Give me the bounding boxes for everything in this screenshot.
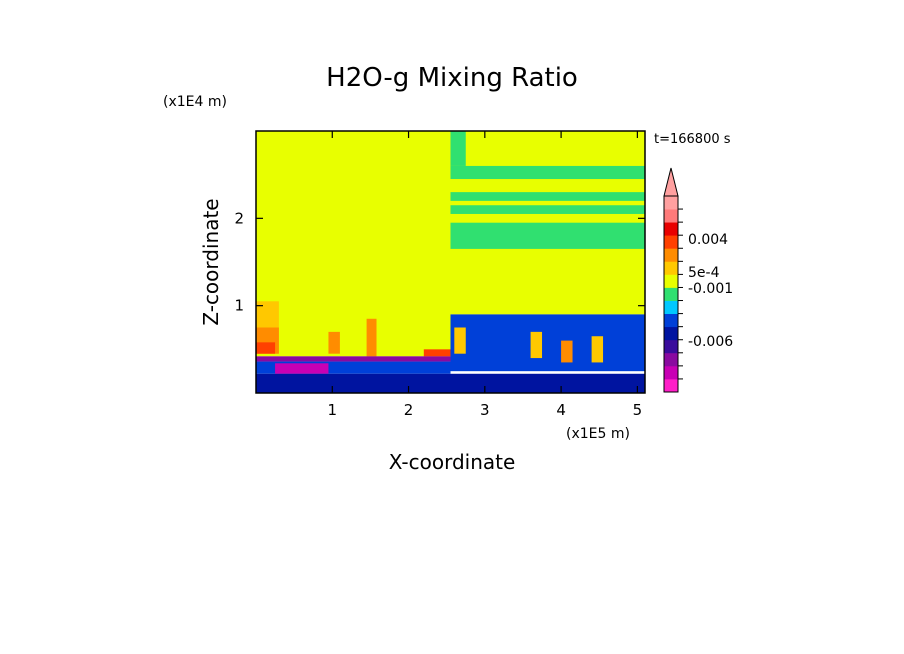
x-tick-label: 1 — [328, 401, 338, 419]
y-axis-label: Z-coordinate — [199, 198, 223, 325]
contour-region — [328, 331, 340, 354]
x-tick-label: 3 — [480, 401, 490, 419]
colorbar-extend-arrow — [663, 167, 679, 197]
colorbar-segment — [664, 352, 678, 367]
colorbar-segment — [664, 209, 678, 223]
contour-region — [450, 314, 645, 372]
contour-region — [450, 131, 466, 166]
colorbar-segment — [664, 274, 678, 288]
colorbar-segment — [664, 326, 678, 341]
colorbar-segment — [664, 313, 678, 328]
time-label: t=166800 s — [654, 132, 731, 147]
x-axis-label: X-coordinate — [389, 450, 516, 474]
contour-region — [450, 165, 645, 180]
colorbar-label: -0.001 — [688, 281, 733, 297]
y-tick-label: 1 — [234, 297, 244, 315]
contour-region — [450, 192, 645, 201]
colorbar-segment — [664, 261, 678, 275]
contour-region — [450, 205, 645, 214]
colorbar-segment — [664, 196, 678, 210]
colorbar-segment — [664, 365, 678, 380]
colorbar-frame — [663, 195, 679, 393]
contour-region — [366, 318, 377, 357]
x-tick-label: 4 — [556, 401, 566, 419]
y-axis-ticks: 12 — [234, 209, 645, 315]
contour-region — [423, 349, 451, 357]
colorbar-label: 5e-4 — [688, 265, 720, 281]
contour-region — [450, 222, 645, 249]
contour-region — [561, 340, 573, 363]
colorbar — [663, 167, 683, 393]
contour-region — [256, 342, 276, 354]
contour-region — [530, 331, 543, 359]
x-tick-label: 5 — [633, 401, 643, 419]
colorbar-label: -0.006 — [688, 334, 733, 350]
contour-region — [454, 327, 466, 354]
colorbar-segment — [664, 222, 678, 236]
colorbar-label: 0.004 — [688, 232, 728, 248]
chart-title: H2O-g Mixing Ratio — [326, 63, 578, 93]
contour-region — [256, 131, 451, 357]
colorbar-segment — [664, 248, 678, 262]
colorbar-segment — [664, 378, 678, 393]
contour-field — [256, 131, 645, 393]
colorbar-segment — [664, 287, 678, 301]
x-unit-label: (x1E5 m) — [566, 426, 630, 442]
x-axis-ticks: 1 2 3 4 5 — [328, 131, 643, 419]
contour-region — [275, 363, 329, 374]
contour-region — [256, 356, 451, 362]
contour-region — [591, 336, 604, 363]
colorbar-segment — [664, 339, 678, 354]
plot-frame — [255, 130, 646, 394]
x-tick-label: 2 — [404, 401, 414, 419]
contour-region — [256, 373, 645, 393]
colorbar-segment — [664, 235, 678, 249]
colorbar-labels: 0.004 5e-4 -0.001 -0.006 — [688, 232, 733, 350]
colorbar-segment — [664, 300, 678, 314]
y-unit-label: (x1E4 m) — [163, 94, 227, 110]
y-tick-label: 2 — [234, 209, 244, 227]
